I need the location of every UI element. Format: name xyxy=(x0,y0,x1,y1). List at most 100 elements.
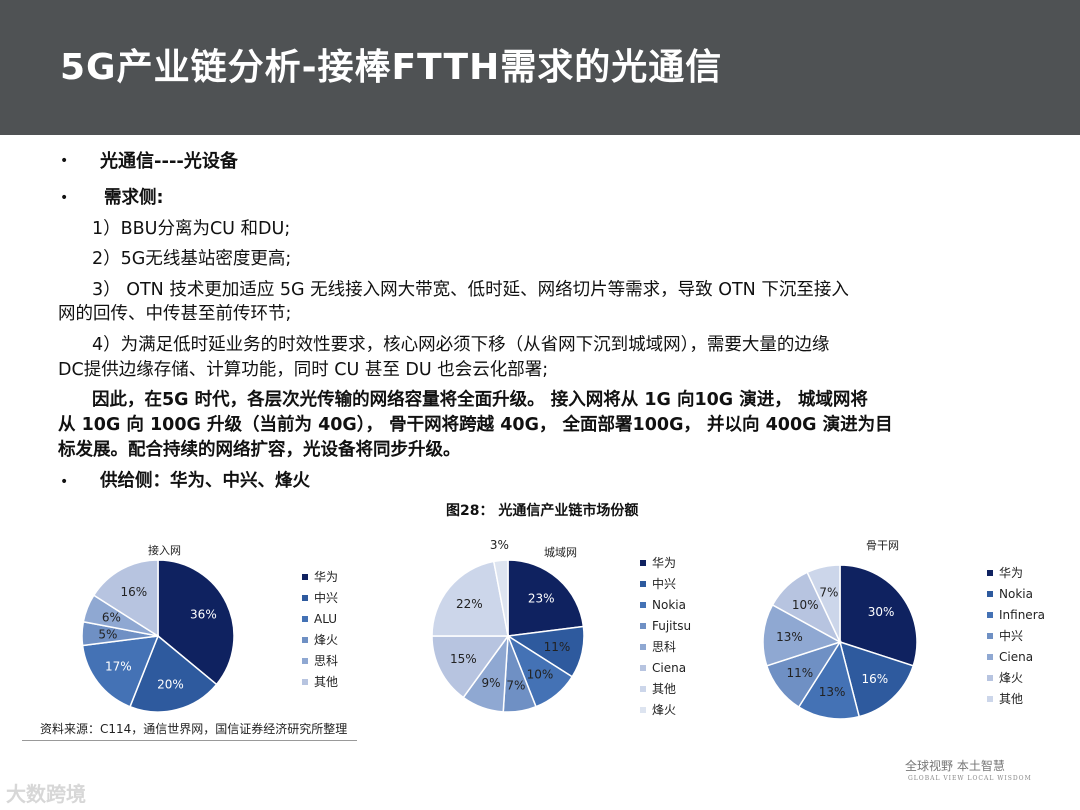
data-label: 11% xyxy=(787,666,814,680)
pie-slice-华为 xyxy=(157,559,235,686)
legend-swatch xyxy=(987,590,993,597)
data-label: 9% xyxy=(481,676,500,690)
data-label: 16% xyxy=(861,672,888,686)
legend-entry: Nokia xyxy=(640,594,691,615)
legend-label: Fujitsu xyxy=(652,618,692,633)
figure-title: 图28： 光通信产业链市场份额 xyxy=(446,503,639,519)
data-label: 22% xyxy=(456,597,483,611)
data-label: 10% xyxy=(527,668,554,682)
pie-slice-其他 xyxy=(431,560,509,637)
data-label: 16% xyxy=(120,585,147,599)
page-title: 5G产业链分析-接棒FTTH需求的光通信 xyxy=(60,47,723,88)
chart-title-access: 接入网 xyxy=(148,544,181,557)
legend-swatch xyxy=(640,685,646,692)
conclusion-line-2: 从 10G 向 100G 升级（当前为 40G）， 骨干网将跨越 40G， 全面… xyxy=(58,415,893,435)
data-label: 36% xyxy=(190,608,217,622)
legend-label: 烽火 xyxy=(314,633,339,647)
legend-label: Ciena xyxy=(652,660,687,675)
legend-metro-network: 华为中兴 Nokia Fujitsu 思科 Ciena 其他烽火 xyxy=(640,552,691,720)
slogan: 全球视野 本土智慧 xyxy=(905,759,1005,773)
demand-item-2: 2）5G无线基站密度更高; xyxy=(92,249,292,269)
legend-entry: 其他 xyxy=(987,688,1045,709)
legend-swatch xyxy=(640,559,646,566)
data-label: 17% xyxy=(105,660,132,674)
legend-swatch xyxy=(640,580,646,587)
demand-item-3a: 3） OTN 技术更加适应 5G 无线接入网大带宽、低时延、网络切片等需求，导致… xyxy=(92,280,849,300)
pie-slice-Ciena xyxy=(431,635,510,699)
data-label: 3% xyxy=(490,538,509,552)
slogan-english: GLOBAL VIEW LOCAL WISDOM xyxy=(908,775,1032,782)
data-label: 10% xyxy=(792,598,819,612)
pie-slice-Nokia xyxy=(838,640,915,718)
data-label: 11% xyxy=(544,640,571,654)
pie-slice-思科 xyxy=(462,633,509,713)
pie-backbone-network: 30% 16% 13% 11% 13% 10%7% xyxy=(762,564,918,720)
legend-entry: 烽火 xyxy=(987,667,1045,688)
legend-access-network: 华为中兴 ALU 烽火思科其他 xyxy=(302,566,338,692)
legend-swatch xyxy=(987,653,993,660)
data-label: 13% xyxy=(819,685,846,699)
legend-entry: 中兴 xyxy=(640,573,691,594)
data-label: 5% xyxy=(98,627,117,641)
legend-swatch xyxy=(640,643,646,650)
pie-slice-Ciena xyxy=(762,603,842,667)
legend-label: 中兴 xyxy=(652,577,677,591)
demand-item-3b: 网的回传、中传甚至前传环节; xyxy=(58,304,292,324)
title-bar: 5G产业链分析-接棒FTTH需求的光通信 xyxy=(0,0,1080,135)
footer-divider xyxy=(22,740,357,741)
pie-access-network: 36% 20% 17% 5% 6% 16% xyxy=(81,559,235,713)
legend-entry: Ciena xyxy=(987,646,1045,667)
legend-entry: Nokia xyxy=(987,583,1045,604)
data-label: 20% xyxy=(157,678,184,692)
legend-entry: 华为 xyxy=(987,562,1045,583)
legend-swatch xyxy=(302,657,308,664)
pie-slice-烽火 xyxy=(81,620,159,647)
legend-label: 思科 xyxy=(652,640,677,654)
pie-slice-Infinera xyxy=(797,640,861,720)
legend-label: 中兴 xyxy=(999,629,1024,643)
legend-label: 其他 xyxy=(314,675,339,689)
bullet-dot: • xyxy=(60,190,69,206)
legend-swatch xyxy=(640,706,646,713)
bullet-demand-side: 需求侧: xyxy=(104,188,164,208)
legend-label: Infinera xyxy=(999,607,1045,622)
legend-swatch xyxy=(987,674,993,681)
watermark: 大数跨境 xyxy=(6,782,86,806)
pie-slice-思科 xyxy=(82,594,159,637)
legend-label: 华为 xyxy=(999,566,1024,580)
data-label: 6% xyxy=(102,611,121,625)
legend-label: ALU xyxy=(314,611,338,626)
legend-swatch xyxy=(640,622,646,629)
legend-label: 思科 xyxy=(314,654,339,668)
data-label: 13% xyxy=(776,630,803,644)
pie-slice-中兴 xyxy=(505,625,585,678)
legend-entry: 华为 xyxy=(640,552,691,573)
legend-entry: Fujitsu xyxy=(640,615,691,636)
demand-item-4b: DC提供边缘存储、计算功能，同时 CU 甚至 DU 也会云化部署; xyxy=(58,360,549,380)
bullet-supply-side: 供给侧：华为、中兴、烽火 xyxy=(100,471,310,491)
legend-swatch xyxy=(640,664,646,671)
legend-label: 中兴 xyxy=(314,591,339,605)
legend-entry: 其他 xyxy=(640,678,691,699)
legend-swatch xyxy=(302,678,308,685)
legend-entry: 中兴 xyxy=(987,625,1045,646)
legend-label: 华为 xyxy=(652,556,677,570)
legend-entry: 烽火 xyxy=(302,629,338,650)
legend-entry: ALU xyxy=(302,608,338,629)
legend-entry: 烽火 xyxy=(640,699,691,720)
legend-label: 华为 xyxy=(314,570,339,584)
pie-slice-其他 xyxy=(806,564,841,643)
legend-swatch xyxy=(987,611,993,618)
legend-entry: 华为 xyxy=(302,566,338,587)
demand-item-1: 1）BBU分离为CU 和DU; xyxy=(92,219,291,239)
pie-slice-Fujitsu xyxy=(502,635,537,713)
legend-swatch xyxy=(640,601,646,608)
legend-label: Nokia xyxy=(999,586,1033,601)
data-label: 7% xyxy=(819,585,838,599)
pie-slice-其他 xyxy=(92,559,159,638)
legend-entry: 思科 xyxy=(302,650,338,671)
legend-label: 其他 xyxy=(652,682,677,696)
legend-entry: 思科 xyxy=(640,636,691,657)
pie-slice-Nokia xyxy=(506,634,574,708)
data-label: 30% xyxy=(868,605,895,619)
